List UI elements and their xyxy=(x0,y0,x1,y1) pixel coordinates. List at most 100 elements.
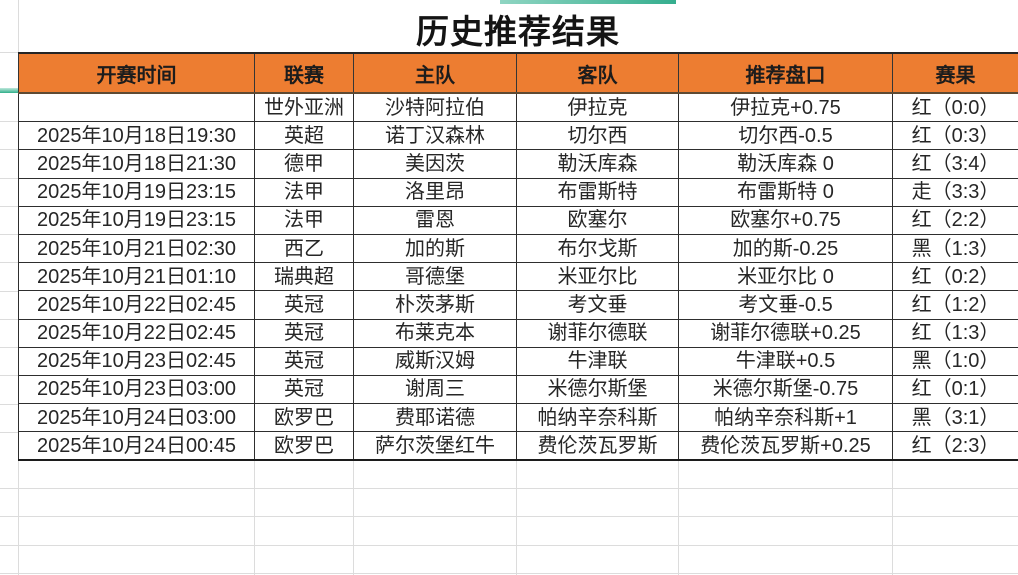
cell-league[interactable]: 瑞典超 xyxy=(254,262,354,292)
cell-kickoff-time[interactable]: 2025年10月19日23:15 xyxy=(18,177,255,207)
cell-handicap[interactable]: 勒沃库森 0 xyxy=(678,149,893,179)
cell-away-team[interactable]: 费伦茨瓦罗斯 xyxy=(516,431,679,462)
cell-handicap[interactable]: 米亚尔比 0 xyxy=(678,262,893,292)
cell-kickoff-time[interactable]: 2025年10月22日02:45 xyxy=(18,318,255,348)
cell-kickoff-time[interactable]: 2025年10月19日23:15 xyxy=(18,205,255,235)
cell-away-team[interactable]: 牛津联 xyxy=(516,346,679,376)
cell-kickoff-time[interactable]: 2025年10月22日02:45 xyxy=(18,290,255,320)
header-league[interactable]: 联赛 xyxy=(254,52,354,94)
cell-home-team[interactable]: 洛里昂 xyxy=(353,177,517,207)
cell-result[interactable]: 红（3:4） xyxy=(892,149,1018,179)
cell-handicap[interactable]: 考文垂-0.5 xyxy=(678,290,893,320)
table-row: 2025年10月22日02:45 英冠 布莱克本 谢菲尔德联 谢菲尔德联+0.25 红（1… xyxy=(18,318,1018,348)
header-kickoff-time[interactable]: 开赛时间 xyxy=(18,52,255,94)
cell-away-team[interactable]: 布雷斯特 xyxy=(516,177,679,207)
cell-league[interactable]: 欧罗巴 xyxy=(254,431,354,462)
cell-away-team[interactable]: 帕纳辛奈科斯 xyxy=(516,403,679,433)
cell-league[interactable]: 德甲 xyxy=(254,149,354,179)
cell-home-team[interactable]: 雷恩 xyxy=(353,205,517,235)
cell-handicap[interactable]: 谢菲尔德联+0.25 xyxy=(678,318,893,348)
cell-kickoff-time[interactable]: 2025年10月18日21:30 xyxy=(18,149,255,179)
cell-home-team[interactable]: 加的斯 xyxy=(353,233,517,264)
cell-result[interactable]: 红（1:3） xyxy=(892,318,1018,348)
cell-handicap[interactable]: 伊拉克+0.75 xyxy=(678,92,893,123)
cell-league[interactable]: 英冠 xyxy=(254,318,354,348)
cell-home-team[interactable]: 哥德堡 xyxy=(353,262,517,292)
cell-result[interactable]: 走（3:3） xyxy=(892,177,1018,207)
cell-handicap[interactable]: 费伦茨瓦罗斯+0.25 xyxy=(678,431,893,462)
gridline xyxy=(0,573,1018,574)
cell-home-team[interactable]: 费耶诺德 xyxy=(353,403,517,433)
header-away-team[interactable]: 客队 xyxy=(516,52,679,94)
cell-league[interactable]: 欧罗巴 xyxy=(254,403,354,433)
cell-home-team[interactable]: 美因茨 xyxy=(353,149,517,179)
cell-home-team[interactable]: 诺丁汉森林 xyxy=(353,121,517,151)
cell-result[interactable]: 红（2:2） xyxy=(892,205,1018,235)
cell-home-team[interactable]: 布莱克本 xyxy=(353,318,517,348)
cell-result[interactable]: 红（0:3） xyxy=(892,121,1018,151)
cell-handicap[interactable]: 帕纳辛奈科斯+1 xyxy=(678,403,893,433)
cell-handicap[interactable]: 切尔西-0.5 xyxy=(678,121,893,151)
cell-league[interactable]: 英超 xyxy=(254,121,354,151)
cell-handicap[interactable]: 牛津联+0.5 xyxy=(678,346,893,376)
gridline xyxy=(0,516,1018,517)
cell-handicap[interactable]: 欧塞尔+0.75 xyxy=(678,205,893,235)
cell-league[interactable]: 西乙 xyxy=(254,233,354,264)
gridline xyxy=(353,456,354,575)
cell-away-team[interactable]: 考文垂 xyxy=(516,290,679,320)
cell-away-team[interactable]: 勒沃库森 xyxy=(516,149,679,179)
cell-kickoff-time[interactable]: 2025年10月24日00:45 xyxy=(18,431,255,462)
cell-home-team[interactable]: 沙特阿拉伯 xyxy=(353,92,517,123)
cell-handicap[interactable]: 布雷斯特 0 xyxy=(678,177,893,207)
cell-result[interactable]: 红（0:1） xyxy=(892,374,1018,405)
cell-kickoff-time[interactable] xyxy=(18,92,255,123)
selection-accent-left[interactable] xyxy=(0,88,18,93)
cell-kickoff-time[interactable]: 2025年10月21日01:10 xyxy=(18,262,255,292)
cell-league[interactable]: 法甲 xyxy=(254,205,354,235)
cell-handicap[interactable]: 米德尔斯堡-0.75 xyxy=(678,374,893,405)
cell-away-team[interactable]: 欧塞尔 xyxy=(516,205,679,235)
cell-home-team[interactable]: 谢周三 xyxy=(353,374,517,405)
cell-result[interactable]: 黑（1:3） xyxy=(892,233,1018,264)
gridline xyxy=(0,347,18,348)
cell-away-team[interactable]: 谢菲尔德联 xyxy=(516,318,679,348)
cell-away-team[interactable]: 布尔戈斯 xyxy=(516,233,679,264)
cell-away-team[interactable]: 伊拉克 xyxy=(516,92,679,123)
cell-kickoff-time[interactable]: 2025年10月23日02:45 xyxy=(18,346,255,376)
table-row: 2025年10月18日21:30 德甲 美因茨 勒沃库森 勒沃库森 0 红（3:4） xyxy=(18,149,1018,179)
gridline xyxy=(892,456,893,575)
cell-home-team[interactable]: 威斯汉姆 xyxy=(353,346,517,376)
results-table: 开赛时间 联赛 主队 客队 推荐盘口 赛果 世外亚洲 沙特阿拉伯 伊拉克 伊拉克+0.… xyxy=(18,52,1018,462)
gridline xyxy=(0,404,18,405)
cell-kickoff-time[interactable]: 2025年10月18日19:30 xyxy=(18,121,255,151)
cell-result[interactable]: 红（1:2） xyxy=(892,290,1018,320)
gridline xyxy=(0,234,18,235)
cell-away-team[interactable]: 米德尔斯堡 xyxy=(516,374,679,405)
cell-league[interactable]: 法甲 xyxy=(254,177,354,207)
cell-league[interactable]: 英冠 xyxy=(254,374,354,405)
cell-result[interactable]: 红（0:0） xyxy=(892,92,1018,123)
cell-result[interactable]: 红（0:2） xyxy=(892,262,1018,292)
gridline xyxy=(0,52,18,53)
table-row: 2025年10月24日03:00 欧罗巴 费耶诺德 帕纳辛奈科斯 帕纳辛奈科斯+1 黑（3… xyxy=(18,403,1018,433)
header-handicap[interactable]: 推荐盘口 xyxy=(678,52,893,94)
cell-kickoff-time[interactable]: 2025年10月23日03:00 xyxy=(18,374,255,405)
cell-league[interactable]: 英冠 xyxy=(254,290,354,320)
cell-kickoff-time[interactable]: 2025年10月24日03:00 xyxy=(18,403,255,433)
cell-away-team[interactable]: 米亚尔比 xyxy=(516,262,679,292)
cell-handicap[interactable]: 加的斯-0.25 xyxy=(678,233,893,264)
selection-accent-top xyxy=(500,0,676,4)
cell-home-team[interactable]: 萨尔茨堡红牛 xyxy=(353,431,517,462)
cell-home-team[interactable]: 朴茨茅斯 xyxy=(353,290,517,320)
cell-result[interactable]: 红（2:3） xyxy=(892,431,1018,462)
cell-result[interactable]: 黑（1:0） xyxy=(892,346,1018,376)
page-title: 历史推荐结果 xyxy=(416,13,620,50)
header-result[interactable]: 赛果 xyxy=(892,52,1018,94)
table-row: 2025年10月22日02:45 英冠 朴茨茅斯 考文垂 考文垂-0.5 红（1:2） xyxy=(18,290,1018,320)
cell-result[interactable]: 黑（3:1） xyxy=(892,403,1018,433)
cell-league[interactable]: 世外亚洲 xyxy=(254,92,354,123)
cell-away-team[interactable]: 切尔西 xyxy=(516,121,679,151)
cell-kickoff-time[interactable]: 2025年10月21日02:30 xyxy=(18,233,255,264)
cell-league[interactable]: 英冠 xyxy=(254,346,354,376)
header-home-team[interactable]: 主队 xyxy=(353,52,517,94)
